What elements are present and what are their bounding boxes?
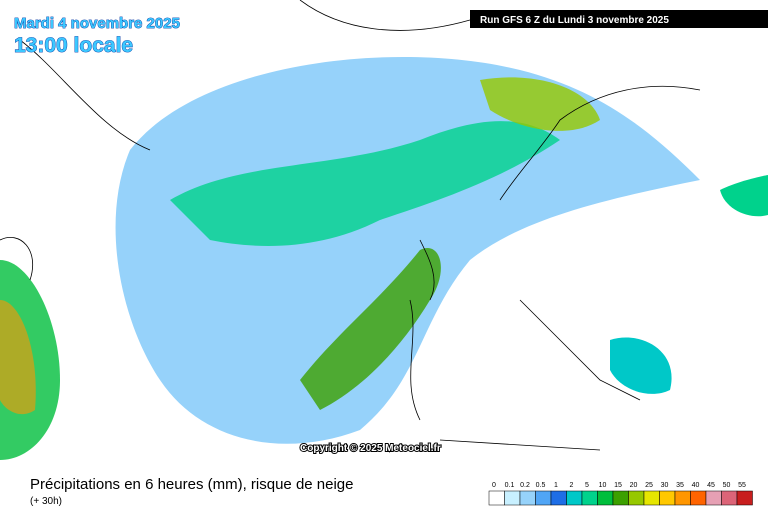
map: Copyright © 2025 Meteociel.fr [0, 0, 768, 460]
legend-label: 20 [630, 482, 638, 489]
legend-swatch [535, 490, 552, 506]
legend-swatch [488, 490, 505, 506]
coastline [0, 0, 701, 451]
precip-area [610, 337, 672, 394]
precip-area [300, 248, 441, 410]
time-label: 13:00 locale [14, 34, 133, 57]
legend-swatch [705, 490, 722, 506]
legend-label: 15 [614, 482, 622, 489]
legend-swatch [612, 490, 629, 506]
legend-label: 45 [707, 482, 715, 489]
footer-title: Précipitations en 6 heures (mm), risque … [30, 476, 354, 493]
legend-swatch [519, 490, 536, 506]
precip-area [720, 175, 768, 217]
run-banner [470, 10, 768, 28]
legend-label: 30 [661, 482, 669, 489]
footer-lead: (+ 30h) [30, 496, 62, 507]
legend-label: 55 [738, 482, 746, 489]
run-label: Run GFS 6 Z du Lundi 3 novembre 2025 [480, 15, 669, 26]
precip-area [0, 300, 36, 415]
legend-label: 0.5 [536, 482, 546, 489]
legend: 0 0.1 0.2 0.5 1 2 5 10 15 20 25 30 35 40 45 50 55 [488, 482, 753, 506]
legend-swatch [566, 490, 583, 506]
legend-label: 35 [676, 482, 684, 489]
copyright: Copyright © 2025 Meteociel.fr [300, 443, 441, 454]
legend-label: 0 [492, 482, 496, 489]
legend-swatch [643, 490, 660, 506]
legend-swatch [690, 490, 707, 506]
legend-swatch [659, 490, 676, 506]
legend-label: 10 [599, 482, 607, 489]
date-label: Mardi 4 novembre 2025 [14, 15, 180, 32]
legend-swatch [597, 490, 614, 506]
precip-area [170, 121, 560, 246]
legend-swatch [550, 490, 567, 506]
legend-label: 50 [723, 482, 731, 489]
legend-label: 0.1 [505, 482, 515, 489]
legend-label: 40 [692, 482, 700, 489]
legend-swatch [628, 490, 645, 506]
legend-label: 5 [585, 482, 589, 489]
legend-swatch [674, 490, 691, 506]
legend-swatch [736, 490, 753, 506]
legend-swatch [721, 490, 738, 506]
legend-swatch [504, 490, 521, 506]
precip-area [480, 77, 600, 131]
legend-swatch [581, 490, 598, 506]
legend-label: 2 [570, 482, 574, 489]
legend-label: 1 [554, 482, 558, 489]
legend-label: 0.2 [520, 482, 530, 489]
legend-label: 25 [645, 482, 653, 489]
precip-area [115, 56, 701, 444]
